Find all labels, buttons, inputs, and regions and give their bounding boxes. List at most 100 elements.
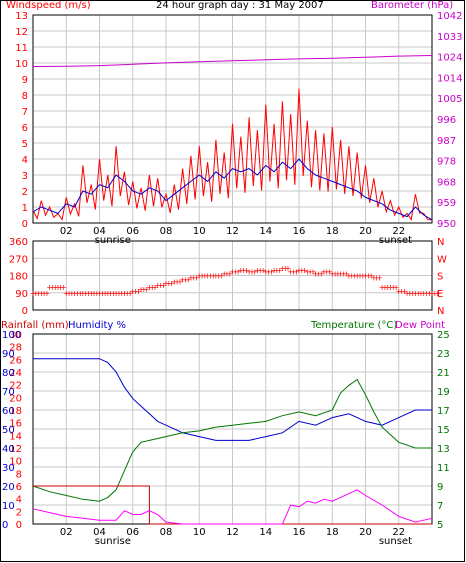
direction-point: + <box>304 268 311 277</box>
direction-point: + <box>354 272 361 281</box>
direction-point: + <box>282 264 289 273</box>
direction-point: + <box>251 268 258 277</box>
direction-degree-tick: 360 <box>9 237 28 248</box>
direction-point: + <box>185 275 192 284</box>
direction-point: + <box>171 277 178 286</box>
direction-point: + <box>312 270 319 279</box>
barometer-tick-label: 950 <box>437 219 456 230</box>
direction-point: + <box>121 289 128 298</box>
direction-point: + <box>35 289 42 298</box>
direction-point: + <box>293 268 300 277</box>
direction-point: + <box>315 270 322 279</box>
direction-point: + <box>69 289 76 298</box>
direction-point: + <box>265 268 272 277</box>
direction-point: + <box>348 272 355 281</box>
humidity-tick-label: 20 <box>2 482 15 493</box>
direction-degree-tick: 180 <box>9 272 28 283</box>
hour-tick-label: 16 <box>293 527 306 538</box>
direction-point: + <box>376 273 383 282</box>
direction-degree-tick: 270 <box>9 254 28 265</box>
direction-point: + <box>290 268 297 277</box>
windspeed-tick-label: 8 <box>22 91 28 102</box>
direction-point: + <box>107 289 114 298</box>
direction-point: + <box>387 283 394 292</box>
windspeed-tick-label: 5 <box>22 139 28 150</box>
windspeed-axis-title: Windspeed (m/s) <box>6 0 91 11</box>
windspeed-tick-label: 4 <box>22 155 28 166</box>
rainfall-tick-label: 30 <box>9 330 22 341</box>
direction-point: + <box>332 270 339 279</box>
windspeed-panel: 0123456789101112139509599689789879961005… <box>15 11 462 246</box>
rainfall-tick-label: 22 <box>9 381 22 392</box>
direction-point: + <box>196 272 203 281</box>
direction-point: + <box>382 283 389 292</box>
direction-point: + <box>57 283 64 292</box>
hour-tick-label: 12 <box>226 527 239 538</box>
direction-point: + <box>226 270 233 279</box>
direction-point: + <box>82 289 89 298</box>
hour-tick-label: 06 <box>126 226 139 237</box>
hour-tick-label: 08 <box>160 527 173 538</box>
humidity-tick-label: 50 <box>2 425 15 436</box>
barometer-tick-label: 978 <box>437 157 456 168</box>
direction-point: + <box>221 270 228 279</box>
windspeed-gust-line <box>32 88 433 221</box>
direction-point: + <box>337 270 344 279</box>
barometer-tick-label: 996 <box>437 115 456 126</box>
wind-frame <box>32 14 433 224</box>
direction-point: + <box>287 268 294 277</box>
temperature-tick-label: 13 <box>437 444 450 455</box>
dewpoint-line <box>32 489 433 525</box>
direction-point: + <box>30 289 37 298</box>
direction-point: + <box>260 266 267 275</box>
rainfall-tick-label: 2 <box>16 507 22 518</box>
direction-point: + <box>66 289 73 298</box>
direction-degree-tick: 0 <box>22 306 28 317</box>
direction-point: + <box>395 287 402 296</box>
rainfall-tick-label: 6 <box>16 482 22 493</box>
direction-point: + <box>404 289 411 298</box>
hour-tick-label: 22 <box>392 226 405 237</box>
direction-point: + <box>154 281 161 290</box>
sunset-label: sunset <box>379 536 412 547</box>
humidity-tick-label: 70 <box>2 387 15 398</box>
rainfall-tick-label: 4 <box>16 495 22 506</box>
direction-point: + <box>407 289 414 298</box>
humidity-line <box>33 358 432 441</box>
humidity-tick-label: 100 <box>2 330 21 341</box>
direction-point: + <box>318 270 325 279</box>
direction-point: + <box>274 266 281 275</box>
humidity-tick-label: 10 <box>2 501 15 512</box>
direction-point: + <box>207 272 214 281</box>
barometer-tick-label: 959 <box>437 198 456 209</box>
direction-point: + <box>326 268 333 277</box>
rainfall-tick-label: 12 <box>9 444 22 455</box>
direction-point: + <box>102 289 109 298</box>
windspeed-tick-label: 2 <box>22 187 28 198</box>
barometer-tick-label: 987 <box>437 136 456 147</box>
hour-tick-label: 14 <box>259 226 272 237</box>
dewpoint-axis-title: Dew Point <box>395 320 446 331</box>
rainfall-tick-label: 18 <box>9 406 22 417</box>
direction-point: + <box>393 283 400 292</box>
direction-point: + <box>249 268 256 277</box>
chart-title: 24 hour graph day : 31 May 2007 <box>156 0 324 11</box>
direction-point: + <box>168 279 175 288</box>
direction-point: + <box>398 287 405 296</box>
hour-tick-label: 18 <box>326 527 339 538</box>
direction-point: + <box>268 268 275 277</box>
direction-point: + <box>179 275 186 284</box>
temperature-tick-label: 5 <box>437 520 443 531</box>
direction-point: + <box>190 273 197 282</box>
direction-point: + <box>210 272 217 281</box>
direction-point: + <box>329 270 336 279</box>
hour-tick-label: 10 <box>193 226 206 237</box>
direction-point: + <box>379 283 386 292</box>
hour-tick-label: 14 <box>259 527 272 538</box>
hour-tick-label: 02 <box>60 527 73 538</box>
direction-point: + <box>359 272 366 281</box>
hour-tick-label: 08 <box>160 226 173 237</box>
direction-point: + <box>343 270 350 279</box>
direction-point: + <box>276 266 283 275</box>
